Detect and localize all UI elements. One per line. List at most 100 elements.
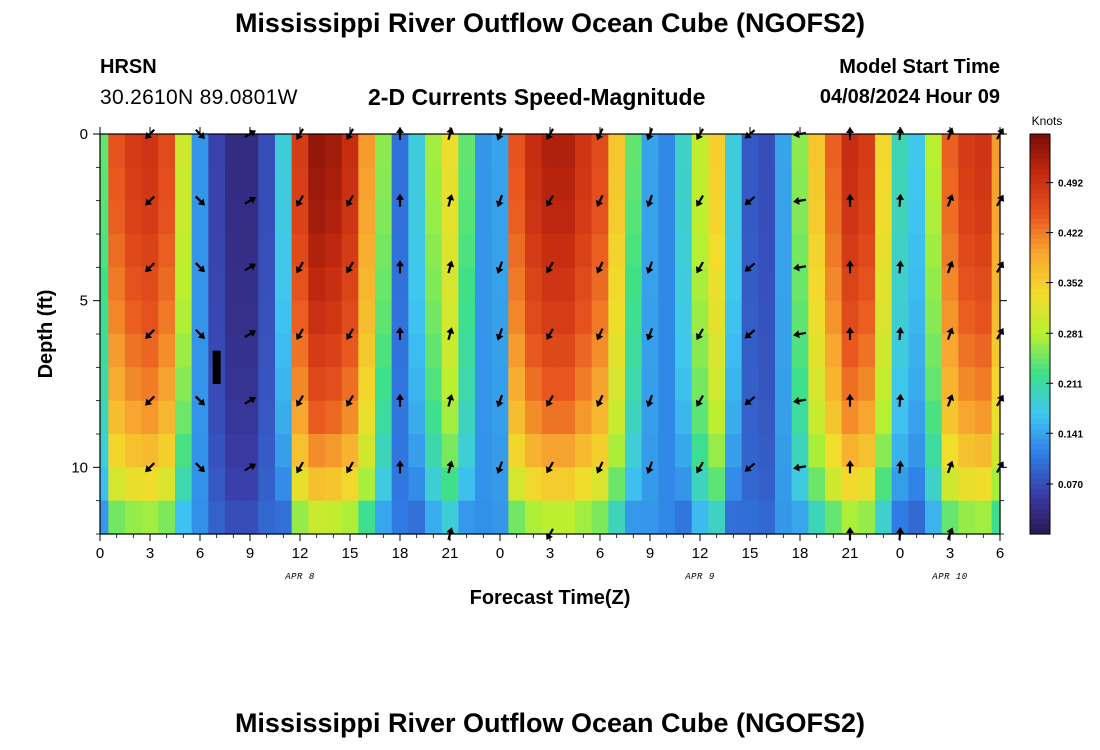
colorbar-segment xyxy=(1030,399,1050,405)
heatmap-cell xyxy=(408,334,426,368)
heatmap-cell xyxy=(100,167,109,202)
heatmap-cell xyxy=(791,134,809,168)
arrow-head xyxy=(696,332,703,341)
arrow-head xyxy=(846,460,854,467)
heatmap-cell xyxy=(100,300,109,335)
heatmap-cell xyxy=(191,467,209,502)
heatmap-cell xyxy=(575,500,593,535)
current-arrow xyxy=(396,193,404,207)
heatmap-cell xyxy=(758,134,776,168)
heatmap-cell xyxy=(491,134,509,168)
current-arrow xyxy=(194,262,205,273)
heatmap-cell xyxy=(925,434,943,468)
heatmap-cell xyxy=(425,467,443,502)
heatmap-cell xyxy=(425,134,443,168)
heatmap-cell xyxy=(291,200,309,235)
heatmap-cell xyxy=(525,334,543,368)
heatmap-cell xyxy=(275,367,293,402)
colorbar-segment xyxy=(1030,384,1050,390)
heatmap-cell xyxy=(925,500,943,535)
heatmap-cell xyxy=(591,200,609,235)
heatmap-cell xyxy=(308,300,326,335)
heatmap-cell xyxy=(391,500,409,535)
heatmap-cell xyxy=(325,400,343,435)
heatmap-cell xyxy=(108,400,126,435)
arrow-head xyxy=(946,194,955,202)
heatmap-cell xyxy=(758,300,776,335)
heatmap-cell xyxy=(125,134,143,168)
current-arrow xyxy=(244,263,257,272)
heatmap-cell xyxy=(208,467,226,502)
heatmap-cell xyxy=(208,300,226,335)
colorbar-segment xyxy=(1030,239,1050,245)
arrow-head xyxy=(744,264,752,272)
arrow-head xyxy=(495,466,504,474)
heatmap-cell xyxy=(658,400,676,435)
heatmap-cell xyxy=(375,167,393,202)
heatmap-cell xyxy=(841,367,859,402)
heatmap-cell xyxy=(741,467,759,502)
heatmap-cell xyxy=(475,467,493,502)
heatmap-cell xyxy=(158,300,176,335)
heatmap-cell xyxy=(275,434,293,468)
heatmap-cell xyxy=(891,400,909,435)
heatmap-cell xyxy=(408,300,426,335)
heatmap-cell xyxy=(875,434,893,468)
arrow-head xyxy=(793,196,800,205)
heatmap-cell xyxy=(758,200,776,235)
colorbar: Knots 0.070 0.141 0.211 0.281 0.352 0.422 0.49… xyxy=(1029,114,1083,535)
heatmap-cell xyxy=(491,367,509,402)
heatmap-cell xyxy=(358,400,376,435)
heatmap-cell xyxy=(225,234,243,268)
arrow-head xyxy=(896,260,905,267)
heatmap-cell xyxy=(791,267,809,302)
current-arrow xyxy=(793,196,807,205)
arrow-head xyxy=(546,332,553,341)
colorbar-segment xyxy=(1030,254,1050,260)
heatmap-cell xyxy=(675,334,693,368)
heatmap-cell xyxy=(891,200,909,235)
heatmap-cell xyxy=(808,500,826,535)
colorbar-segment xyxy=(1030,424,1050,430)
heatmap-cell xyxy=(100,200,109,235)
heatmap-cell xyxy=(125,367,143,402)
heatmap-cell xyxy=(275,300,293,335)
heatmap-cell xyxy=(391,300,409,335)
x-tick-label: 18 xyxy=(792,545,809,562)
colorbar-segment xyxy=(1030,349,1050,355)
arrow-head xyxy=(346,466,353,474)
heatmap-cell xyxy=(391,334,409,368)
heatmap-cell xyxy=(525,300,543,335)
heatmap-cell xyxy=(541,334,559,368)
heatmap-cell xyxy=(658,267,676,302)
heatmap-cell xyxy=(675,434,693,468)
x-tick-label: 12 xyxy=(692,545,709,562)
heatmap-cell xyxy=(175,500,193,535)
heatmap-cell xyxy=(558,500,576,535)
heatmap-cell xyxy=(525,467,543,502)
data-marker xyxy=(212,350,221,384)
heatmap-cell xyxy=(958,167,976,202)
current-arrow xyxy=(846,260,854,274)
arrow-head xyxy=(793,330,800,339)
heatmap-cell xyxy=(841,500,859,535)
heatmap-cell xyxy=(108,467,126,502)
x-tick-label: 6 xyxy=(196,545,204,562)
current-arrow xyxy=(296,328,304,341)
heatmap-cell xyxy=(808,467,826,502)
heatmap-cell xyxy=(341,200,359,235)
heatmap-cell xyxy=(241,300,259,335)
heatmap-cell xyxy=(241,200,259,235)
colorbar-tick-label: 0.492 xyxy=(1058,179,1083,190)
current-arrow xyxy=(744,329,756,339)
heatmap-cell xyxy=(358,134,376,168)
current-arrow xyxy=(495,394,504,408)
heatmap-cell xyxy=(141,267,159,302)
colorbar-segment xyxy=(1030,314,1050,320)
heatmap-cell xyxy=(991,434,1001,468)
heatmap-cell xyxy=(408,434,426,468)
heatmap-cell xyxy=(141,467,159,502)
current-arrow xyxy=(194,395,205,406)
heatmap-cell xyxy=(125,434,143,468)
heatmap-cell xyxy=(408,134,426,168)
